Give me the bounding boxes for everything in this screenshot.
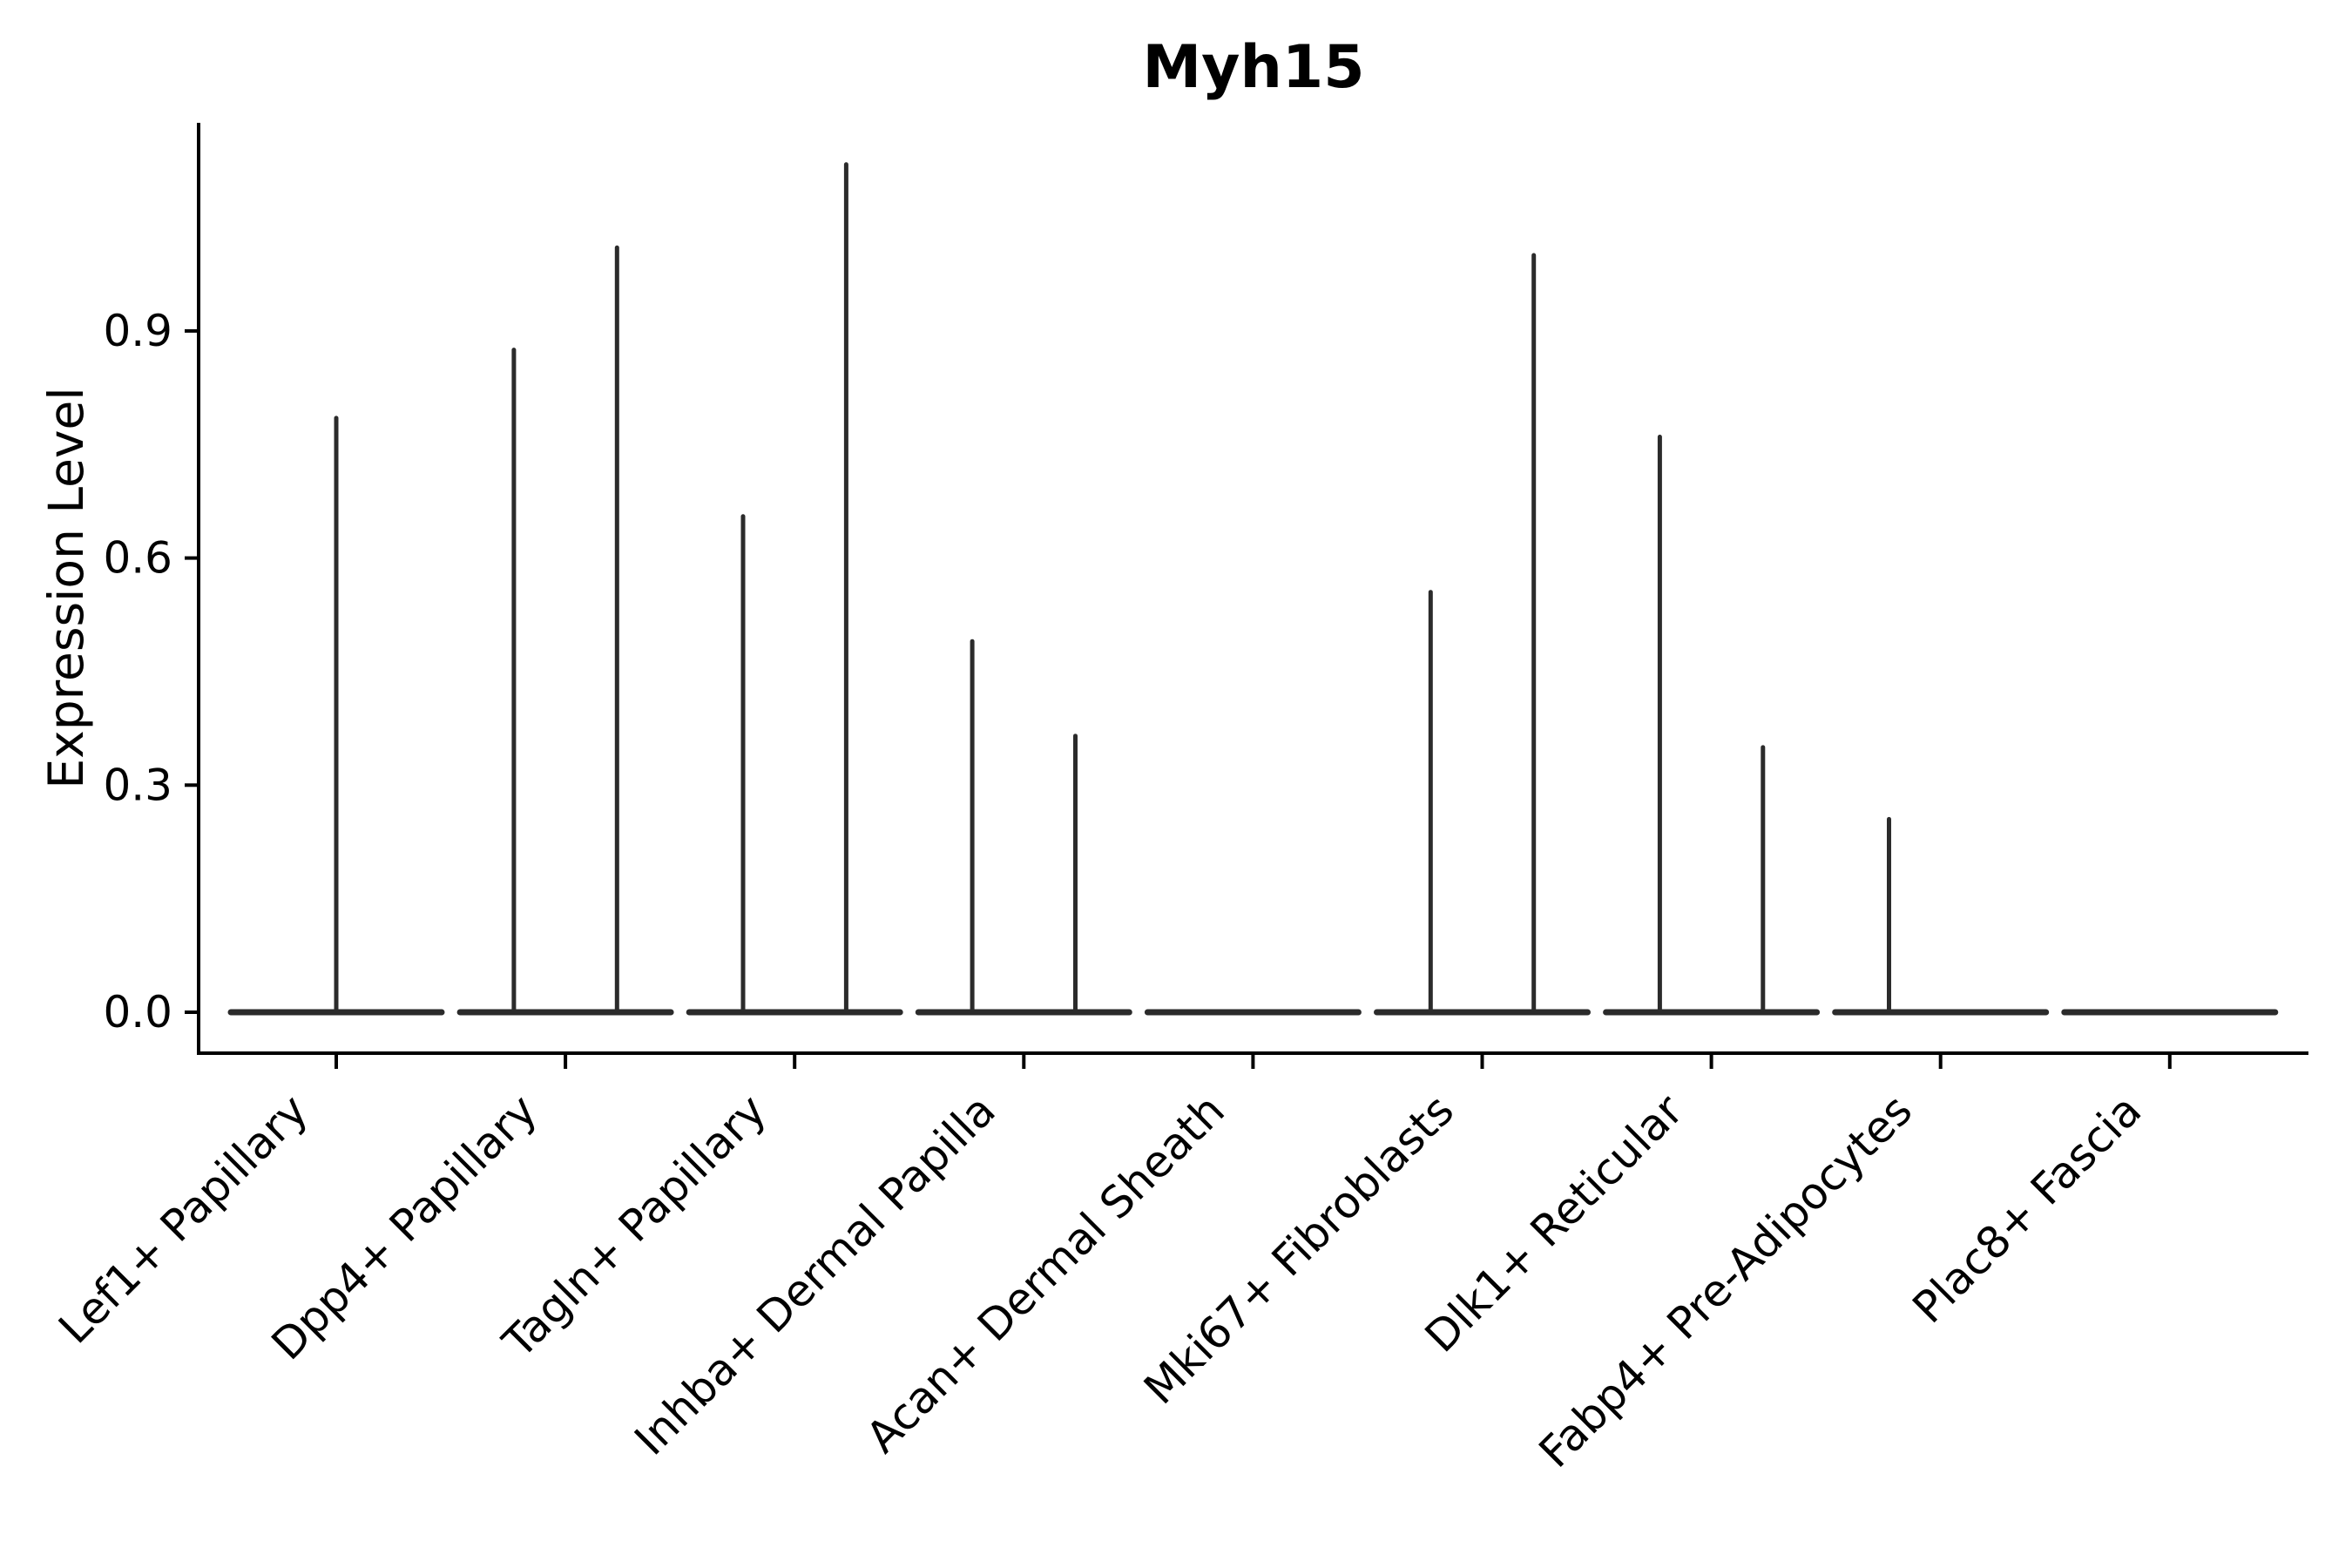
violins-layer xyxy=(227,162,2279,1016)
y-tick-label: 0.0 xyxy=(103,987,172,1037)
y-tick-label: 0.3 xyxy=(103,760,172,810)
y-tick-label: 0.6 xyxy=(103,533,172,584)
y-axis-title: Expression Level xyxy=(38,387,94,788)
y-tick-label: 0.9 xyxy=(103,306,172,356)
axes-layer xyxy=(185,123,2308,1069)
x-tick-label: Plac8+ Fascia xyxy=(1903,1085,2152,1333)
x-tick-label: Fabp4+ Pre-Adipocytes xyxy=(1530,1085,1923,1477)
x-tick-label: Lef1+ Papillary xyxy=(49,1085,317,1353)
chart-title: Myh15 xyxy=(1142,33,1364,102)
